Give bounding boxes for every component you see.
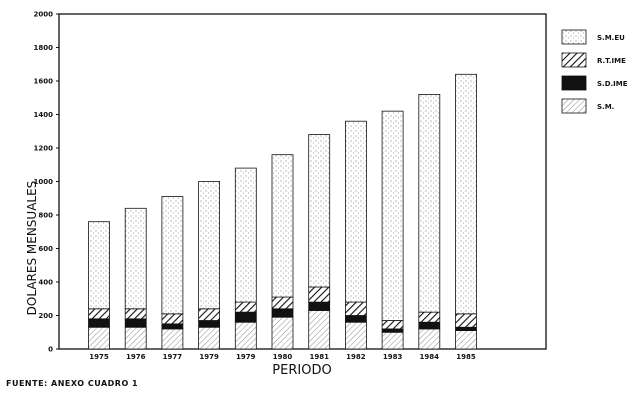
bar-segment-sdime [381,328,404,333]
y-axis: 0 200 400 600 800 1000 1200 1400 1600 1800 2000 [34,11,59,354]
y-tick-label: 2000 [34,11,54,19]
bar-segment-rtime [88,308,110,320]
bar-segment-rtime [271,296,294,310]
bar-segment-sm [271,316,294,350]
bar-segment-rtime [198,308,221,321]
bar-segment-rtime [124,308,147,320]
bar-segment-rtime [344,301,367,316]
bar-segment-sdime [455,326,477,331]
bar-segment-smeu [198,181,221,310]
bar-segment-rtime [418,311,441,323]
legend-swatch [561,52,587,68]
y-tick-label: 400 [38,279,53,287]
bar-segment-sdime [344,315,367,323]
y-tick-label: 1400 [34,111,54,119]
bar-segment-smeu [381,110,404,321]
bar-segment-sdime [234,311,257,323]
bar-segment-sm [234,321,257,350]
bar-segment-rtime [381,320,404,330]
y-tick-label: 0 [48,346,53,354]
bar-segment-sm [124,326,147,350]
bar-segment-sm [161,328,184,350]
bar-segment-sm [198,326,221,350]
bar-segment-sdime [271,308,294,318]
source-note: FUENTE: ANEXO CUADRO 1 [6,379,139,388]
bars [88,73,477,350]
x-tick-label: 1977 [163,353,183,361]
bar-segment-sdime [308,301,331,311]
legend-label: S.M.EU [597,34,625,42]
bar-segment-sm [308,310,331,350]
bar-segment-smeu [344,120,367,303]
x-tick-label: 1979 [199,353,219,361]
bar-segment-sm [418,328,441,350]
bar-segment-sm [344,321,367,350]
x-tick-label: 1984 [420,353,440,361]
bar-segment-smeu [271,154,294,298]
bar-segment-smeu [161,196,184,315]
y-tick-label: 1000 [34,178,54,186]
y-tick-label: 600 [38,245,53,253]
bar-segment-sdime [88,318,110,328]
legend: S.M.EU R.T.IME S.D.IME S.M. [561,29,628,114]
y-tick-label: 1600 [34,78,54,86]
bar-segment-sm [88,326,110,350]
x-tick-label: 1985 [456,353,476,361]
y-tick-label: 1200 [34,145,54,153]
bar-segment-smeu [455,73,477,315]
bar-segment-smeu [418,94,441,313]
bar-segment-sm [455,330,477,350]
bar-segment-smeu [234,167,257,303]
bar-segment-sdime [124,318,147,328]
bar-segment-smeu [308,134,331,288]
x-tick-label: 1975 [89,353,109,361]
x-axis-title: PERIODO [272,363,331,378]
x-tick-label: 1981 [309,353,329,361]
legend-label: S.M. [597,103,614,111]
y-tick-label: 1800 [34,44,54,52]
x-tick-label: 1976 [126,353,146,361]
bar-segment-sdime [418,321,441,330]
bar-segment-rtime [161,313,184,325]
legend-swatch [561,29,587,45]
legend-label: R.T.IME [597,57,626,65]
bar-segment-rtime [234,301,257,313]
y-axis-title: DOLARES MENSUALES [25,181,39,316]
bar-segment-rtime [308,286,331,303]
y-tick-label: 200 [38,312,53,320]
bar-segment-smeu [124,207,147,310]
bar-segment-sdime [198,320,221,328]
x-tick-label: 1979 [236,353,256,361]
x-tick-label: 1980 [273,353,293,361]
bar-segment-sdime [161,323,184,330]
x-axis: 1975 1976 1977 1979 1979 1980 1981 1982 1983 1984… [89,353,476,361]
y-tick-label: 800 [38,212,53,220]
legend-swatch [561,75,587,91]
legend-swatch [561,98,587,114]
bar-segment-sm [381,331,404,350]
bar-segment-smeu [88,221,110,310]
x-tick-label: 1982 [346,353,366,361]
bar-segment-rtime [455,313,477,328]
x-tick-label: 1983 [383,353,403,361]
legend-label: S.D.IME [597,80,628,88]
